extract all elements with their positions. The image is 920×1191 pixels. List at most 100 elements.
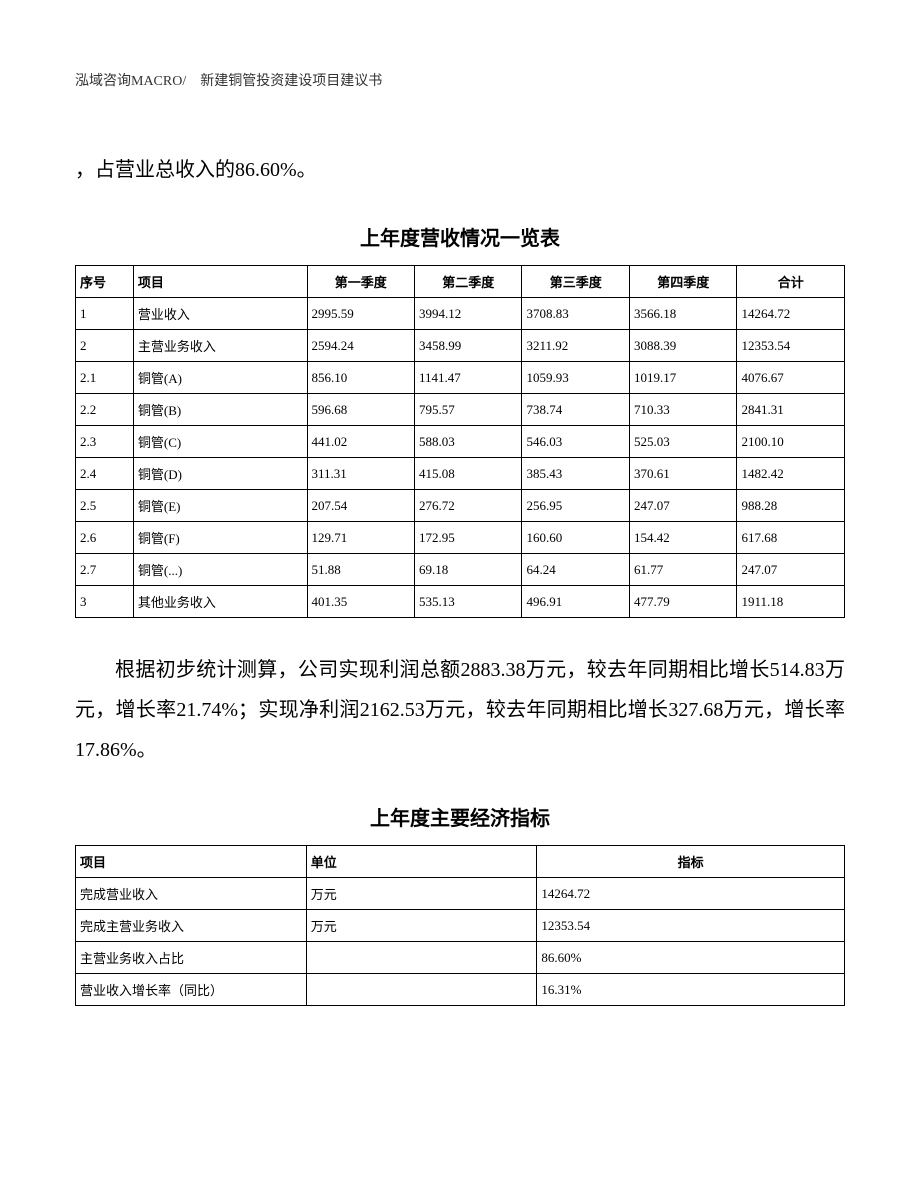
table-cell: 2.7 — [76, 554, 134, 586]
table-cell: 3211.92 — [522, 330, 629, 362]
table-cell: 69.18 — [415, 554, 522, 586]
table-cell: 其他业务收入 — [133, 586, 307, 618]
table-row: 2.5铜管(E)207.54276.72256.95247.07988.28 — [76, 490, 845, 522]
table-cell: 铜管(E) — [133, 490, 307, 522]
table-cell: 64.24 — [522, 554, 629, 586]
table2-title: 上年度主要经济指标 — [75, 802, 845, 831]
table-cell: 16.31% — [537, 974, 845, 1006]
table1-col-3: 第二季度 — [415, 266, 522, 298]
table-cell: 营业收入增长率（同比） — [76, 974, 307, 1006]
table-cell: 12353.54 — [537, 910, 845, 942]
table1-col-2: 第一季度 — [307, 266, 414, 298]
table-cell: 2.3 — [76, 426, 134, 458]
table-cell: 496.91 — [522, 586, 629, 618]
table-cell: 370.61 — [629, 458, 736, 490]
intro-paragraph: ，占营业总收入的86.60%。 — [75, 150, 845, 190]
table-cell: 营业收入 — [133, 298, 307, 330]
table-cell: 万元 — [306, 910, 537, 942]
table-cell: 1019.17 — [629, 362, 736, 394]
table-cell: 3566.18 — [629, 298, 736, 330]
table-cell: 铜管(D) — [133, 458, 307, 490]
table-cell: 525.03 — [629, 426, 736, 458]
table-cell: 535.13 — [415, 586, 522, 618]
table-row: 2主营业务收入2594.243458.993211.923088.3912353… — [76, 330, 845, 362]
table-cell: 3 — [76, 586, 134, 618]
table-cell: 160.60 — [522, 522, 629, 554]
table-cell: 247.07 — [629, 490, 736, 522]
table1-header-row: 序号 项目 第一季度 第二季度 第三季度 第四季度 合计 — [76, 266, 845, 298]
table-cell: 3994.12 — [415, 298, 522, 330]
indicators-table: 项目 单位 指标 完成营业收入万元14264.72完成主营业务收入万元12353… — [75, 845, 845, 1006]
table-cell: 617.68 — [737, 522, 845, 554]
table-cell: 172.95 — [415, 522, 522, 554]
table1-col-6: 合计 — [737, 266, 845, 298]
table-cell — [306, 942, 537, 974]
table-row: 2.7铜管(...)51.8869.1864.2461.77247.07 — [76, 554, 845, 586]
table-cell: 主营业务收入占比 — [76, 942, 307, 974]
table-cell: 铜管(B) — [133, 394, 307, 426]
table-cell: 铜管(F) — [133, 522, 307, 554]
revenue-table: 序号 项目 第一季度 第二季度 第三季度 第四季度 合计 1营业收入2995.5… — [75, 265, 845, 618]
table-cell: 546.03 — [522, 426, 629, 458]
table-cell: 2.1 — [76, 362, 134, 394]
table-cell: 主营业务收入 — [133, 330, 307, 362]
table-cell: 738.74 — [522, 394, 629, 426]
table-cell: 207.54 — [307, 490, 414, 522]
table-cell: 1 — [76, 298, 134, 330]
table-cell: 311.31 — [307, 458, 414, 490]
table-cell: 86.60% — [537, 942, 845, 974]
table1-col-5: 第四季度 — [629, 266, 736, 298]
table-cell: 完成营业收入 — [76, 878, 307, 910]
table-row: 营业收入增长率（同比） 16.31% — [76, 974, 845, 1006]
table-cell: 2.5 — [76, 490, 134, 522]
table-row: 完成营业收入万元14264.72 — [76, 878, 845, 910]
table-cell: 14264.72 — [537, 878, 845, 910]
table2-header-row: 项目 单位 指标 — [76, 846, 845, 878]
document-header: 泓域咨询MACRO/ 新建铜管投资建设项目建议书 — [75, 70, 845, 90]
table-cell: 256.95 — [522, 490, 629, 522]
table-cell: 129.71 — [307, 522, 414, 554]
table-cell: 247.07 — [737, 554, 845, 586]
table-cell: 588.03 — [415, 426, 522, 458]
table-cell: 1482.42 — [737, 458, 845, 490]
table-row: 主营业务收入占比 86.60% — [76, 942, 845, 974]
table1-title: 上年度营收情况一览表 — [75, 222, 845, 251]
table-cell: 1141.47 — [415, 362, 522, 394]
table-row: 2.3铜管(C)441.02588.03546.03525.032100.10 — [76, 426, 845, 458]
table-cell: 2.6 — [76, 522, 134, 554]
table-cell: 415.08 — [415, 458, 522, 490]
table-cell: 4076.67 — [737, 362, 845, 394]
table1-col-0: 序号 — [76, 266, 134, 298]
table-cell: 2594.24 — [307, 330, 414, 362]
table-cell: 2100.10 — [737, 426, 845, 458]
table2-col-1: 单位 — [306, 846, 537, 878]
table-row: 1营业收入2995.593994.123708.833566.1814264.7… — [76, 298, 845, 330]
table-cell: 276.72 — [415, 490, 522, 522]
table-cell: 2 — [76, 330, 134, 362]
table-cell: 3458.99 — [415, 330, 522, 362]
table-cell: 856.10 — [307, 362, 414, 394]
table-row: 2.4铜管(D)311.31415.08385.43370.611482.42 — [76, 458, 845, 490]
table-row: 2.2铜管(B)596.68795.57738.74710.332841.31 — [76, 394, 845, 426]
table-row: 2.1铜管(A)856.101141.471059.931019.174076.… — [76, 362, 845, 394]
table-cell: 铜管(A) — [133, 362, 307, 394]
table-cell: 铜管(C) — [133, 426, 307, 458]
table2-col-2: 指标 — [537, 846, 845, 878]
table-cell: 385.43 — [522, 458, 629, 490]
table-cell: 2.2 — [76, 394, 134, 426]
table-cell: 596.68 — [307, 394, 414, 426]
table-cell: 12353.54 — [737, 330, 845, 362]
table-cell: 2.4 — [76, 458, 134, 490]
table-row: 3其他业务收入401.35535.13496.91477.791911.18 — [76, 586, 845, 618]
table-cell: 154.42 — [629, 522, 736, 554]
table-cell: 710.33 — [629, 394, 736, 426]
table-cell: 988.28 — [737, 490, 845, 522]
table-cell: 401.35 — [307, 586, 414, 618]
table-row: 完成主营业务收入万元12353.54 — [76, 910, 845, 942]
table-cell: 万元 — [306, 878, 537, 910]
table-cell: 441.02 — [307, 426, 414, 458]
body-paragraph: 根据初步统计测算，公司实现利润总额2883.38万元，较去年同期相比增长514.… — [75, 650, 845, 770]
table-cell: 51.88 — [307, 554, 414, 586]
table-cell: 3708.83 — [522, 298, 629, 330]
table-cell: 3088.39 — [629, 330, 736, 362]
